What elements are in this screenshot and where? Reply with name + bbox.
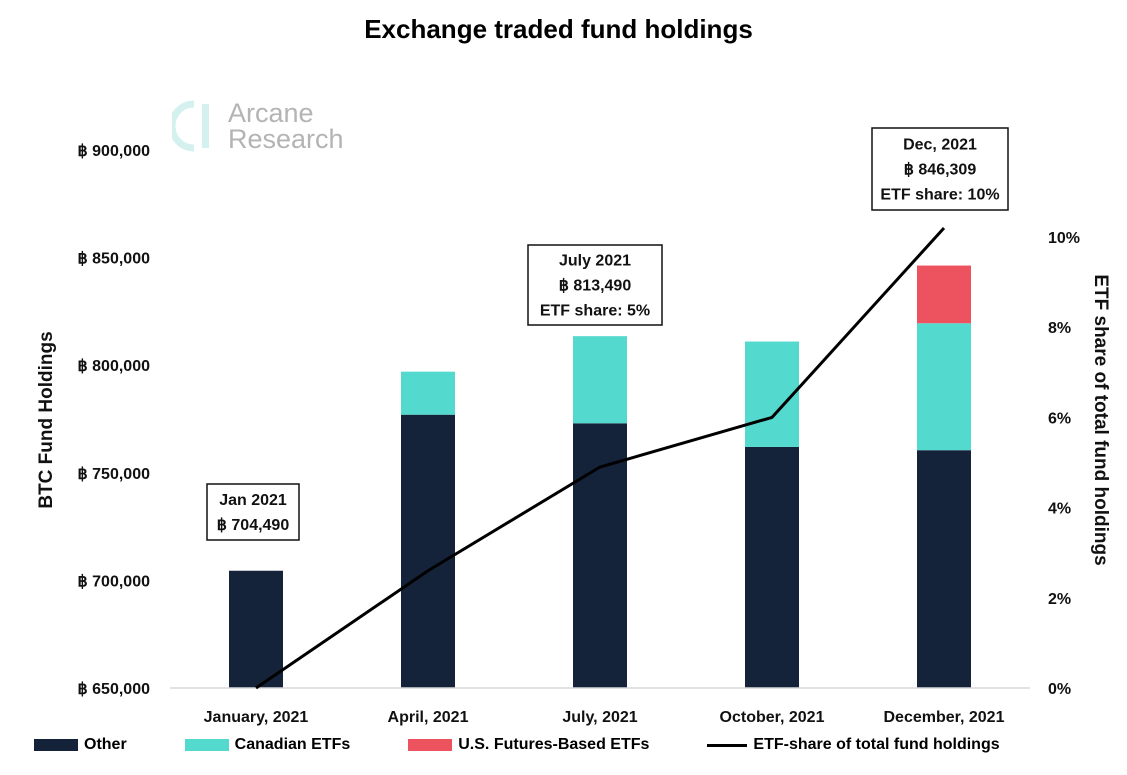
annotation-box: [871, 127, 1009, 211]
bar-canadian-etfs-4: [917, 323, 971, 451]
annotation-text: July 2021: [559, 253, 631, 270]
bar-other-4: [917, 450, 971, 688]
annotation-text: ฿ 846,309: [904, 162, 977, 179]
legend-swatch-us-futures-etfs: [408, 739, 453, 751]
y2-tick-label: 4%: [1048, 501, 1071, 518]
annotation-box: [527, 244, 663, 326]
y2-tick-label: 0%: [1048, 681, 1071, 698]
y-tick-label: ฿ 650,000: [78, 681, 151, 698]
x-tick-label: October, 2021: [720, 709, 825, 726]
annotation-0: Jan 2021 ฿ 704,490: [206, 483, 300, 541]
bar-canadian-etfs-2: [573, 336, 627, 424]
y-tick-label: ฿ 850,000: [78, 251, 151, 268]
legend-item-canadian-etfs: Canadian ETFs: [184, 736, 351, 754]
annotation-text: ETF share: 10%: [880, 187, 999, 204]
y2-tick-label: 8%: [1048, 320, 1071, 337]
annotation-text: Jan 2021: [219, 492, 287, 509]
legend-item-other: Other: [34, 736, 127, 754]
annotation-text: ฿ 704,490: [217, 517, 290, 534]
logo-line-1: Arcane: [228, 98, 314, 128]
y2-tick-label: 6%: [1048, 410, 1071, 427]
logo-line-2: Research: [228, 124, 344, 154]
annotation-text: Dec, 2021: [903, 137, 977, 154]
y-tick-label: ฿ 800,000: [78, 358, 151, 375]
y-tick-label: ฿ 700,000: [78, 573, 151, 590]
bar-other-3: [745, 446, 799, 688]
legend-label-us-futures-etfs: U.S. Futures-Based ETFs: [458, 736, 650, 753]
legend-label-other: Other: [84, 736, 127, 753]
legend: Other Canadian ETFs U.S. Futures-Based E…: [34, 736, 1058, 754]
legend-label-etf-share-line: ETF-share of total fund holdings: [753, 736, 1000, 753]
x-tick-label: April, 2021: [388, 709, 469, 726]
annotation-4: Dec, 2021 ฿ 846,309 ETF share: 10%: [871, 127, 1009, 211]
annotation-box: [206, 483, 300, 541]
bar-canadian-etfs-3: [745, 341, 799, 447]
annotation-text: ETF share: 5%: [540, 303, 650, 320]
x-tick-label: December, 2021: [884, 709, 1005, 726]
x-tick-label: July, 2021: [562, 709, 637, 726]
y-axis-title: BTC Fund Holdings: [36, 331, 57, 508]
chart-title: Exchange traded fund holdings: [364, 14, 753, 44]
legend-label-canadian-etfs: Canadian ETFs: [234, 736, 351, 753]
annotation-2: July 2021 ฿ 813,490 ETF share: 5%: [527, 244, 663, 326]
y2-tick-label: 2%: [1048, 591, 1071, 608]
x-tick-label: January, 2021: [204, 709, 309, 726]
legend-item-us-futures-etfs: U.S. Futures-Based ETFs: [408, 736, 649, 754]
bar-other-0: [229, 570, 283, 688]
y-tick-label: ฿ 750,000: [78, 466, 151, 483]
y2-axis-title: ETF share of total fund holdings: [1090, 274, 1111, 565]
arcane-logo-icon: [168, 100, 220, 152]
annotation-text: ฿ 813,490: [559, 278, 632, 295]
legend-swatch-etf-share-line: [707, 743, 748, 747]
bar-canadian-etfs-1: [401, 371, 455, 415]
bar-u-s-futures-based-etfs-4: [917, 265, 971, 324]
y2-tick-label: 10%: [1048, 230, 1080, 247]
bar-other-1: [401, 414, 455, 688]
y-tick-label: ฿ 900,000: [78, 143, 151, 160]
legend-swatch-canadian-etfs: [184, 739, 229, 751]
legend-swatch-other: [34, 739, 78, 751]
etf-share-line: [255, 226, 946, 690]
legend-item-etf-share-line: ETF-share of total fund holdings: [707, 736, 1000, 754]
arcane-research-logo: Arcane Research: [168, 98, 344, 154]
